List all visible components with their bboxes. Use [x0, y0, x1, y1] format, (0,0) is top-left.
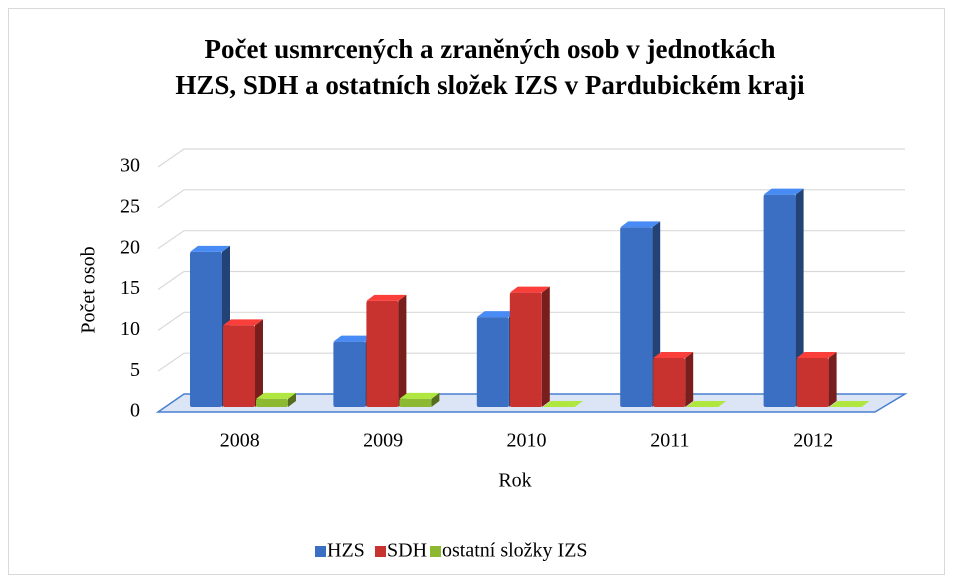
y-tick-label: 20 — [120, 236, 140, 258]
bar-top — [686, 401, 727, 407]
bar-side — [795, 188, 804, 407]
x-tick-label: 2008 — [220, 430, 260, 452]
bar — [399, 398, 432, 407]
y-tick-label: 15 — [120, 277, 140, 299]
y-tick-label: 30 — [120, 155, 140, 177]
legend-label: HZS — [327, 540, 365, 562]
bar-top — [190, 245, 230, 252]
bar-top — [256, 392, 296, 399]
bar — [620, 227, 653, 407]
legend-swatch — [315, 546, 326, 557]
legend-swatch — [430, 546, 441, 557]
chart-title: HZS, SDH a ostatních složek IZS v Pardub… — [175, 70, 805, 100]
legend-label: SDH — [387, 540, 427, 562]
legend-label: ostatní složky IZS — [442, 540, 588, 562]
bar-top — [653, 352, 694, 358]
grid-line — [157, 148, 905, 168]
bar-top — [333, 335, 374, 342]
bar-top — [796, 352, 837, 358]
y-tick-label: 0 — [130, 400, 140, 422]
bar-top — [620, 221, 661, 228]
y-tick-label: 5 — [130, 359, 140, 381]
bar-side — [828, 352, 837, 407]
bar — [366, 300, 399, 407]
bar-side — [541, 286, 550, 407]
bar-top — [223, 319, 263, 326]
bar — [653, 358, 686, 407]
grid-line — [157, 270, 905, 290]
bar-top — [509, 286, 550, 293]
bar — [763, 194, 796, 407]
bar — [223, 325, 255, 407]
bar-top — [366, 294, 407, 301]
bar-side — [255, 319, 263, 407]
bar-top — [542, 401, 583, 407]
y-tick-label: 10 — [120, 318, 140, 340]
bar-top — [399, 392, 440, 399]
grid-line — [157, 230, 905, 250]
y-tick-label: 25 — [120, 195, 140, 217]
chart-title: Počet usmrcených a zraněných osob v jedn… — [205, 34, 776, 64]
legend-swatch — [375, 546, 386, 557]
bar — [796, 358, 829, 407]
bar-side — [431, 392, 440, 407]
x-tick-label: 2011 — [650, 430, 689, 452]
bar — [333, 341, 366, 407]
bar-top — [476, 311, 517, 318]
grid-line — [157, 311, 905, 331]
bar — [476, 317, 509, 407]
bar — [509, 292, 542, 407]
bar-top — [763, 188, 804, 195]
bar-side — [288, 392, 296, 407]
x-tick-label: 2012 — [793, 430, 833, 452]
x-tick-label: 2009 — [363, 430, 403, 452]
bar-side — [685, 352, 694, 407]
bar-top — [829, 401, 870, 407]
grid-line — [157, 189, 905, 209]
x-tick-label: 2010 — [507, 430, 547, 452]
bar-side — [398, 294, 407, 407]
y-axis-label: Počet osob — [78, 246, 100, 333]
x-axis-label: Rok — [498, 470, 531, 492]
bar — [256, 398, 288, 407]
bar — [190, 251, 222, 407]
